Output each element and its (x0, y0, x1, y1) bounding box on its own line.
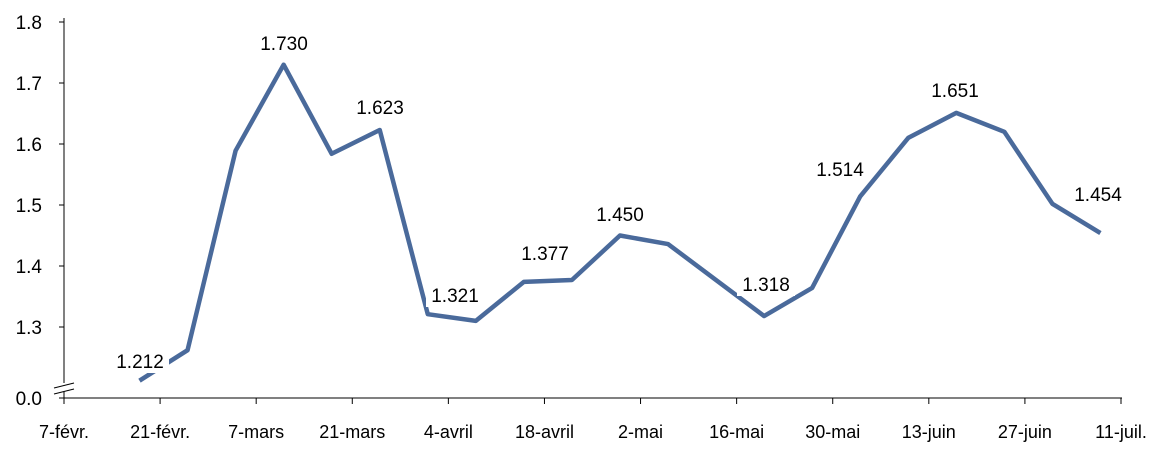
data-label: 1.514 (816, 160, 864, 181)
y-tick-label: 1.7 (16, 74, 42, 95)
x-tick-label: 21-mars (319, 422, 385, 442)
data-label: 1.450 (596, 205, 644, 226)
y-tick-label: 1.5 (16, 196, 42, 217)
y-tick-label: 1.6 (16, 135, 42, 156)
data-label: 1.623 (356, 98, 404, 119)
y-tick-label: 1.3 (16, 318, 42, 339)
data-label: 1.454 (1074, 185, 1122, 206)
x-tick-label: 2-mai (618, 422, 663, 442)
y-tick-label: 1.4 (16, 257, 43, 278)
axes (54, 18, 1122, 398)
data-label: 1.730 (260, 34, 308, 55)
x-tick-label: 13-juin (902, 422, 956, 442)
data-label: 1.318 (742, 275, 790, 296)
x-tick-label: 4-avril (424, 422, 473, 442)
x-tick-label: 11-juil. (1095, 422, 1147, 442)
x-tick-label: 16-mai (709, 422, 764, 442)
data-label: 1.651 (931, 81, 979, 102)
y-tick-label: 0.0 (16, 389, 42, 410)
x-tick-label: 21-févr. (130, 422, 190, 442)
data-label: 1.212 (116, 352, 164, 373)
data-label: 1.377 (521, 244, 569, 265)
data-label: 1.321 (431, 286, 479, 307)
x-tick-label: 30-mai (805, 422, 860, 442)
x-tick-label: 7-mars (228, 422, 284, 442)
x-axis: 7-févr. 21-févr. 7-mars 21-mars 4-avril 18-av… (39, 398, 1147, 442)
x-tick-label: 7-févr. (39, 422, 89, 442)
data-labels: 1.212 1.730 1.623 1.321 1.377 1.450 1.318 1.514… (111, 32, 1127, 373)
y-tick-label: 1.8 (16, 13, 42, 34)
x-tick-label: 18-avril (515, 422, 574, 442)
y-axis: 0.0 1.3 1.4 1.5 1.6 1.7 1.8 (16, 13, 64, 410)
x-tick-label: 27-juin (998, 422, 1052, 442)
